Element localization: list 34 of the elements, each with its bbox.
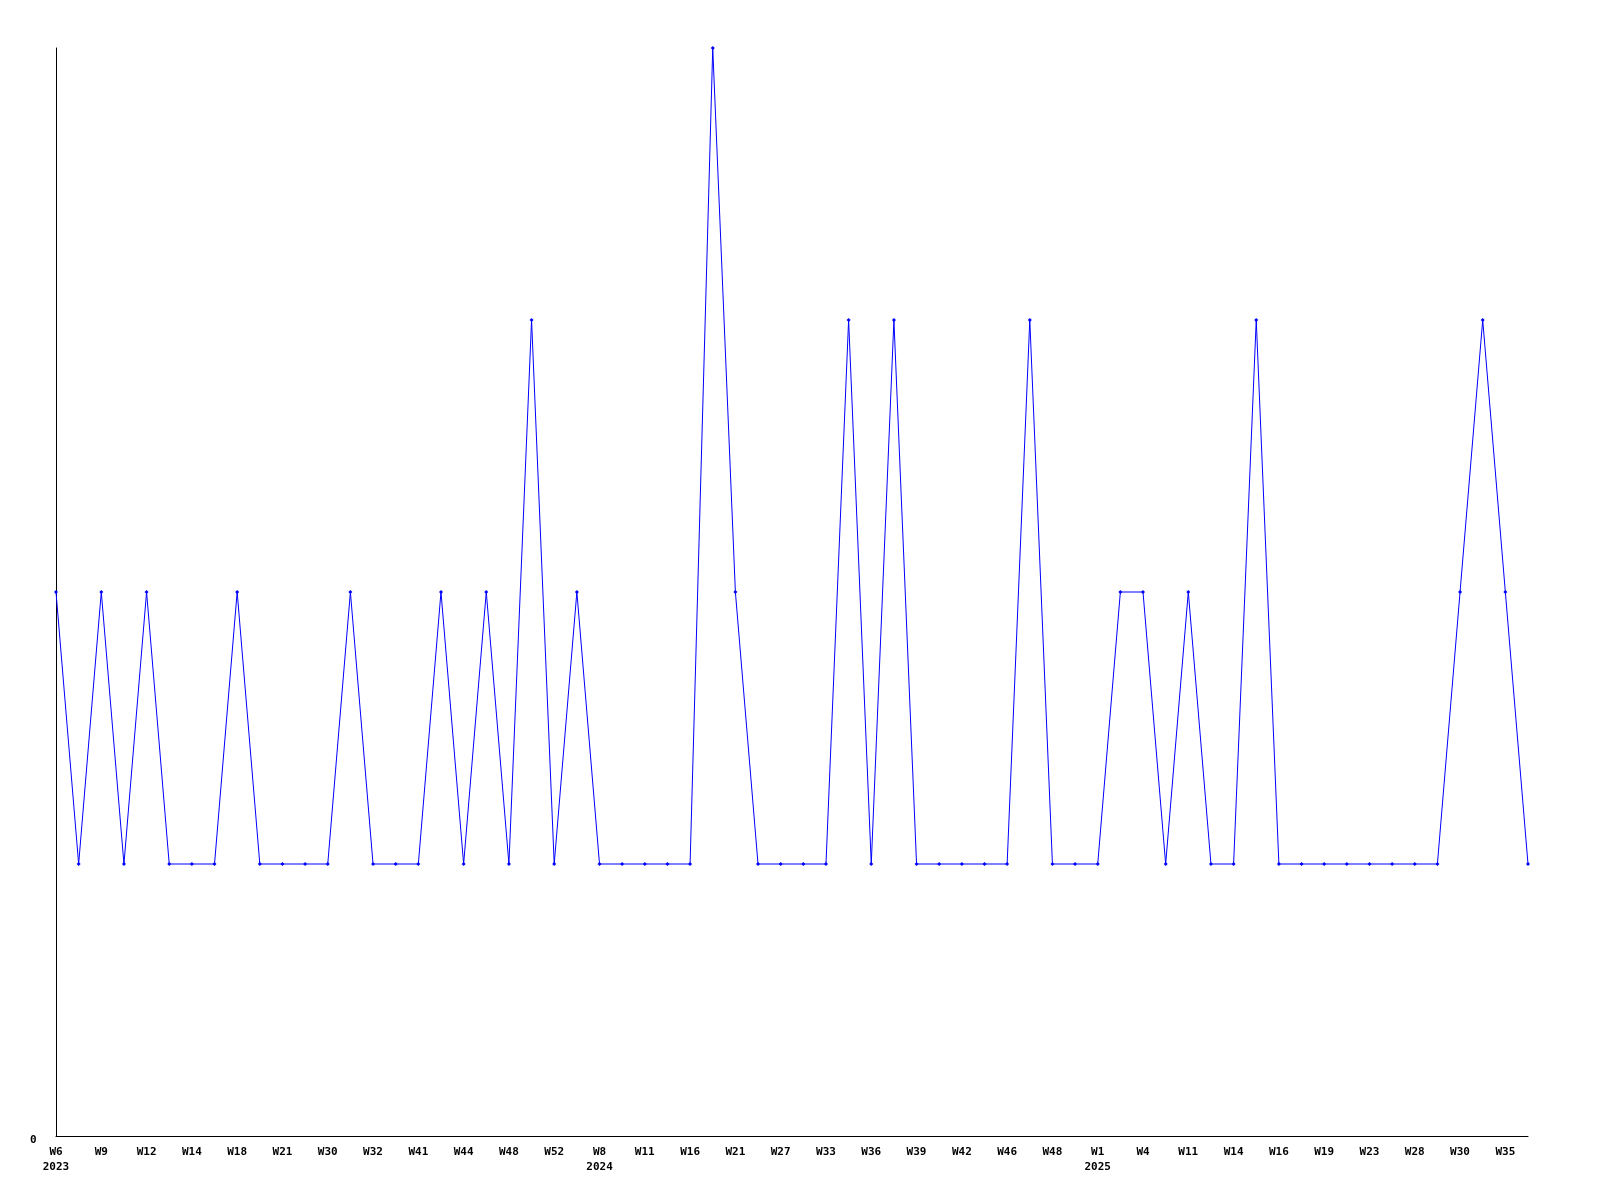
x-tick-label: W52 — [544, 1145, 565, 1158]
x-tick-label: W12 — [136, 1145, 157, 1158]
x-tick-label: W28 — [1404, 1145, 1425, 1158]
x-tick-label: W14 — [181, 1145, 203, 1158]
x-tick-label: W18 — [227, 1145, 248, 1158]
x-tick-label: W1 2025 — [1084, 1145, 1111, 1173]
x-tick-label: W30 — [1450, 1145, 1470, 1158]
x-tick-label: W14 — [1223, 1145, 1244, 1158]
x-tick-label: W11 — [1178, 1145, 1199, 1158]
x-tick-label: W19 — [1314, 1145, 1335, 1158]
x-tick-label: W42 — [951, 1145, 972, 1158]
x-tick-label: W30 — [317, 1145, 338, 1158]
x-tick-label: W16 — [1268, 1145, 1290, 1158]
x-tick-label: W27 — [770, 1145, 791, 1158]
x-tick-label: W21 — [272, 1145, 293, 1158]
x-tick-label: W32 — [363, 1145, 383, 1158]
x-tick-label: W21 — [725, 1145, 746, 1158]
x-tick-label: W41 — [408, 1145, 429, 1158]
x-tick-label: W8 2024 — [586, 1145, 614, 1173]
text: 0 — [30, 1133, 37, 1146]
x-tick-label: W48 — [498, 1145, 519, 1158]
x-tick-label: W48 — [1042, 1145, 1063, 1158]
x-tick-label: W23 — [1359, 1145, 1380, 1158]
x-tick-label: W11 — [634, 1145, 656, 1158]
x-tick-label: W36 — [861, 1145, 882, 1158]
x-tick-label: W9 — [94, 1145, 108, 1158]
x-tick-label: W44 — [453, 1145, 474, 1158]
x-tick-label: W4 — [1136, 1145, 1151, 1158]
x-tick-label: W35 — [1495, 1145, 1516, 1158]
x-tick-label: W16 — [680, 1145, 701, 1158]
x-tick-label: W46 — [997, 1145, 1018, 1158]
x-tick-label: W39 — [906, 1145, 927, 1158]
x-tick-label: W6 2023 — [42, 1145, 70, 1173]
x-tick-label: W33 — [816, 1145, 836, 1158]
